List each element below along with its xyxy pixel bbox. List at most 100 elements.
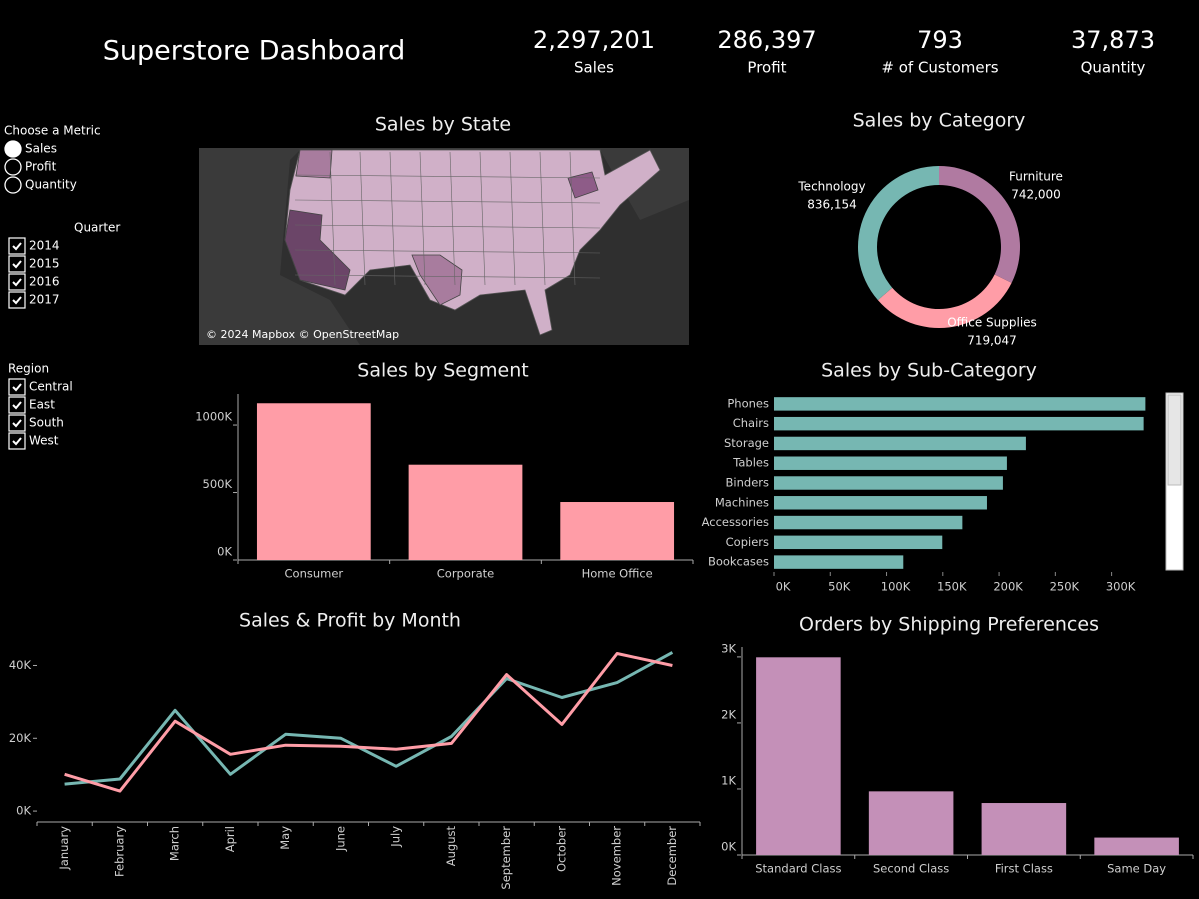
x-tick-label: Corporate	[437, 567, 495, 581]
map-border	[329, 151, 336, 286]
x-tick-label: April	[223, 826, 237, 852]
y-tick-label: Chairs	[733, 416, 769, 430]
map-border	[389, 151, 396, 286]
x-tick-label: 300K	[1106, 580, 1136, 594]
radio-label[interactable]: Profit	[25, 160, 57, 174]
y-tick-label: Copiers	[726, 535, 769, 549]
filter-title: Region	[8, 362, 49, 376]
x-tick-label: February	[112, 826, 126, 877]
x-tick-label: Standard Class	[755, 862, 841, 876]
y-tick-label: Bookcases	[708, 555, 769, 569]
y-tick-label: 500K	[203, 477, 233, 491]
checkbox-label[interactable]: East	[29, 398, 55, 412]
checkbox-label[interactable]: 2015	[29, 257, 60, 271]
checkbox[interactable]	[8, 378, 26, 396]
x-tick-label: First Class	[995, 862, 1053, 876]
bar	[774, 416, 1144, 431]
checkbox-label[interactable]: 2014	[29, 239, 60, 253]
kpi-value: 37,873	[1071, 26, 1155, 54]
radio-button[interactable]	[4, 140, 22, 158]
slice-value: 836,154	[807, 198, 857, 212]
map-state	[567, 171, 599, 199]
map-land	[199, 148, 689, 345]
checkbox[interactable]	[8, 396, 26, 414]
checkmark[interactable]	[12, 383, 22, 392]
map-state	[295, 149, 333, 179]
y-tick-label: Tables	[732, 456, 769, 470]
map-border	[294, 174, 601, 179]
bar	[774, 515, 963, 530]
kpi-value: 2,297,201	[533, 26, 655, 54]
checkbox[interactable]	[8, 255, 26, 273]
chart-title: Sales by Segment	[357, 360, 528, 382]
bar	[774, 476, 1003, 490]
checkbox-label[interactable]: 2017	[29, 293, 60, 307]
checkmark[interactable]	[12, 278, 22, 287]
bar	[256, 403, 371, 560]
bar	[774, 555, 904, 569]
y-tick-label: 1K	[721, 773, 736, 787]
donut-slice	[857, 166, 939, 301]
y-tick-label: 1000K	[195, 410, 232, 424]
y-tick-label: Accessories	[702, 515, 769, 529]
checkbox[interactable]	[8, 432, 26, 450]
checkbox-label[interactable]: West	[29, 434, 59, 448]
checkmark[interactable]	[12, 242, 22, 251]
radio-label[interactable]: Sales	[25, 142, 57, 156]
scrollbar-thumb[interactable]	[1167, 394, 1182, 486]
map-border	[539, 151, 546, 286]
x-tick-label: 250K	[1050, 580, 1080, 594]
x-tick-label: Same Day	[1107, 862, 1166, 876]
y-tick-label: 0K	[721, 840, 736, 854]
slice-label: Furniture	[1009, 170, 1063, 184]
chart-title: Sales & Profit by Month	[239, 610, 461, 632]
bar	[774, 535, 943, 550]
kpi-value: 793	[917, 26, 963, 54]
x-tick-label: July	[389, 826, 403, 848]
x-tick-label: October	[554, 826, 568, 872]
map-border	[569, 151, 576, 286]
x-tick-label: Consumer	[285, 567, 344, 581]
map-border	[294, 199, 601, 204]
bar	[868, 791, 954, 855]
map-border	[359, 151, 366, 286]
x-tick-label: June	[333, 826, 347, 852]
checkbox[interactable]	[8, 414, 26, 432]
bar	[774, 436, 1026, 451]
y-tick-label: 0K	[217, 545, 232, 559]
radio-button[interactable]	[4, 176, 22, 194]
y-tick-label: 2K	[721, 707, 736, 721]
bar	[774, 496, 987, 510]
bar	[560, 502, 675, 560]
kpi-value: 286,397	[717, 26, 816, 54]
y-tick-label: 20K	[9, 731, 32, 745]
checkmark[interactable]	[12, 296, 22, 305]
checkmark[interactable]	[12, 437, 22, 446]
map-border	[449, 151, 456, 286]
map-border	[509, 151, 516, 286]
kpi-label: Quantity	[1081, 59, 1146, 77]
bar	[774, 397, 1146, 411]
checkbox-label[interactable]: 2016	[29, 275, 60, 289]
radio-label[interactable]: Quantity	[25, 178, 77, 192]
donut-slice	[877, 274, 1012, 329]
checkbox-label[interactable]: South	[29, 416, 64, 430]
x-tick-label: 0K	[776, 580, 791, 594]
checkbox[interactable]	[8, 273, 26, 291]
bar	[1094, 837, 1179, 855]
checkmark[interactable]	[12, 401, 22, 410]
checkbox[interactable]	[8, 291, 26, 309]
checkbox[interactable]	[8, 237, 26, 255]
chart-title: Sales by Category	[853, 110, 1026, 132]
checkmark[interactable]	[12, 419, 22, 428]
x-tick-label: Home Office	[582, 567, 653, 581]
radio-button[interactable]	[4, 158, 22, 176]
x-tick-label: March	[168, 826, 182, 861]
bar	[774, 456, 1007, 470]
kpi-label: Sales	[574, 59, 614, 77]
checkbox-label[interactable]: Central	[29, 380, 73, 394]
x-tick-label: 150K	[937, 580, 967, 594]
checkmark[interactable]	[12, 260, 22, 269]
y-tick-label: Machines	[715, 495, 769, 509]
